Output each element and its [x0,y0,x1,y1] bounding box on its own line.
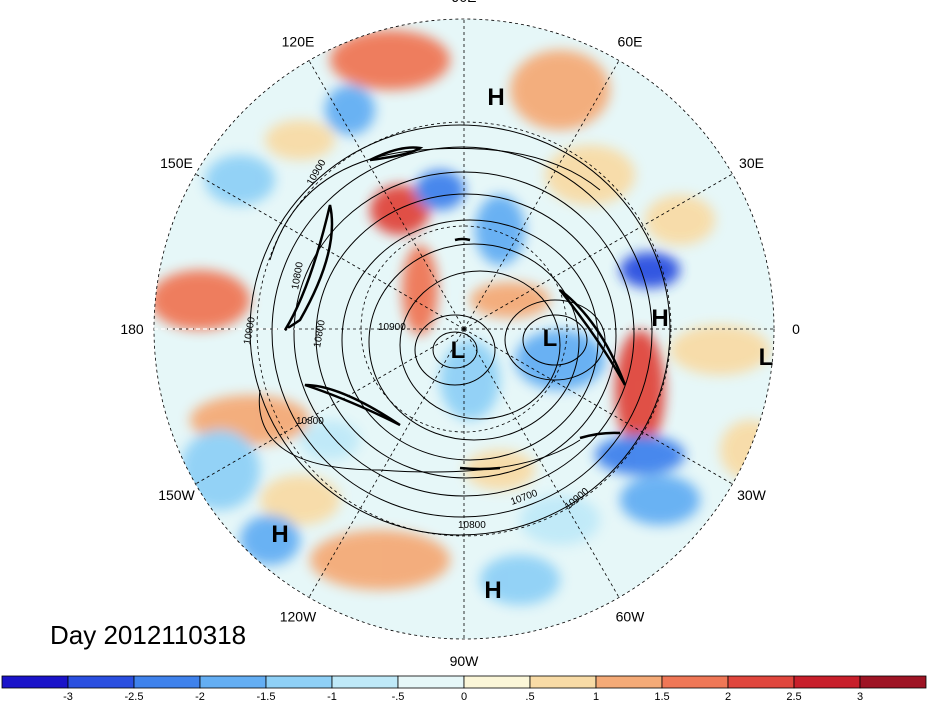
contour-label: 10800 [458,520,486,531]
low-pressure-marker: L [759,344,774,371]
low-pressure-marker: L [451,337,466,364]
meridian-line [463,60,620,330]
meridian-line [195,328,465,485]
longitude-labels: 90E 60E 30E 0 30W 60W 90W 120W 150W 180 150E 120E [120,0,800,669]
colorbar-tick-label: 3 [857,691,863,702]
jet-streaks [283,146,627,471]
colorbar-swatch [331,675,399,689]
low-pressure-marker: L [543,325,558,352]
colorbar-tick-label: .5 [525,691,534,702]
colorbar-tick-label: -3 [63,691,73,702]
meridian-line [463,328,733,485]
meridian-line [308,328,465,598]
contour-label: 10900 [378,322,406,333]
colorbar-tick-label: 2.5 [786,691,801,702]
longitude-label: 30W [737,487,767,503]
colorbar-tick-label: -1 [327,691,337,702]
colorbar-tick-label: 0 [461,691,467,702]
colorbar-tick-label: -2.5 [125,691,144,702]
height-contours [249,124,671,536]
longitude-label: 90W [450,653,480,669]
longitude-label: 60E [618,34,643,50]
high-pressure-marker: H [651,305,668,332]
colorbar-swatch [397,675,465,689]
colorbar-swatch [859,675,927,689]
day-label: Day 2012110318 [50,620,246,650]
longitude-label: 0 [792,321,800,337]
longitude-label: 30E [739,155,764,171]
colorbar-swatch [529,675,597,689]
colorbar-swatch [1,675,69,689]
colorbar-tick-label: 1.5 [654,691,669,702]
meridian-line [308,60,465,330]
colorbar-tick-label: -1.5 [257,691,276,702]
meridian-line [195,173,465,330]
longitude-label: 120W [280,609,317,625]
longitude-label: 60W [616,609,646,625]
longitude-label: 150W [158,487,195,503]
longitude-label: 90E [452,0,477,5]
colorbar-swatch [727,675,795,689]
meridian-line [463,173,733,330]
high-pressure-marker: H [487,84,504,111]
colorbar: -3 -2.5 -2 -1.5 -1 -.5 0 .5 1 1.5 2 2.5 3 [1,675,927,702]
colorbar-swatch [595,675,663,689]
contour-label: 10800 [312,319,328,349]
contour-label: 10800 [296,416,324,427]
contour-label: 10900 [242,316,258,346]
colorbar-tick-label: 1 [593,691,599,702]
pressure-centers: H H L L L H H [271,84,773,604]
high-pressure-marker: H [484,577,501,604]
colorbar-tick-label: -2 [195,691,205,702]
colorbar-swatch [199,675,267,689]
colorbar-swatch [265,675,333,689]
longitude-label: 180 [120,321,144,337]
meridian-line [463,328,620,598]
meridians [154,19,774,639]
high-pressure-marker: H [271,521,288,548]
colorbar-tick-label: 2 [725,691,731,702]
longitude-label: 120E [282,34,315,50]
colorbar-swatch [67,675,135,689]
colorbar-tick-label: -.5 [392,691,405,702]
colorbar-swatch [793,675,861,689]
colorbar-swatch [463,675,531,689]
contour-label: 10800 [290,261,306,291]
colorbar-swatch [661,675,729,689]
colorbar-swatch [133,675,201,689]
longitude-label: 150E [160,155,193,171]
